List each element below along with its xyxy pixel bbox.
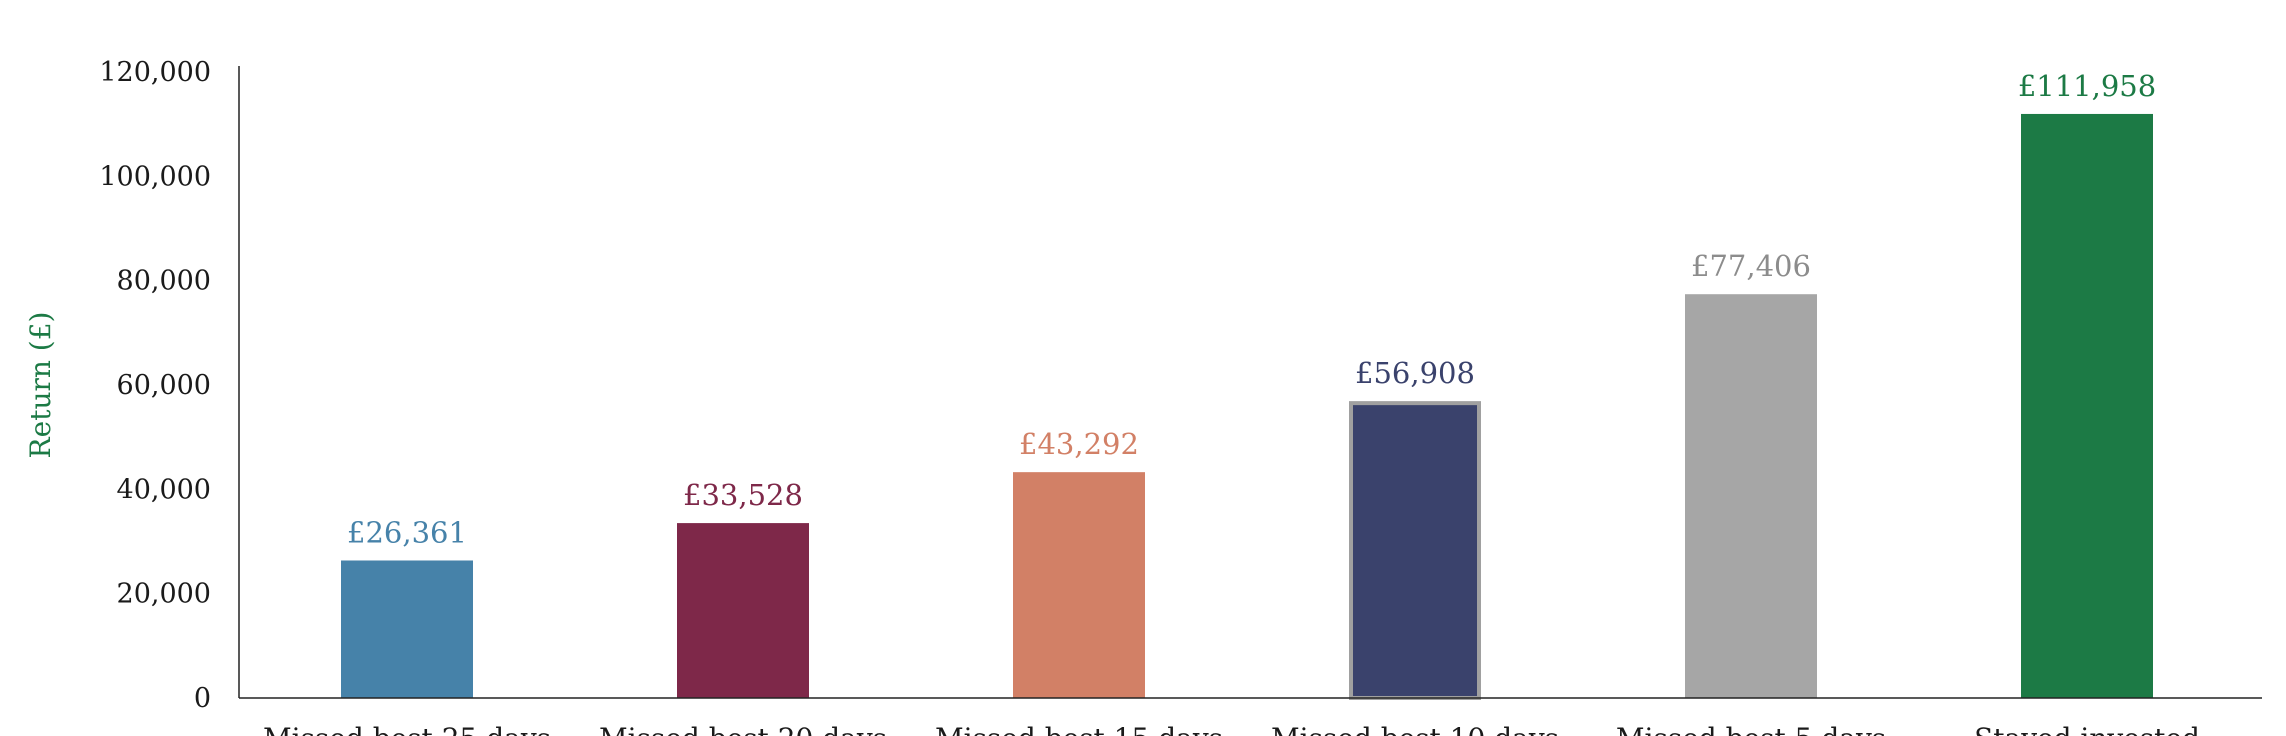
y-tick-label: 20,000 (117, 579, 211, 610)
value-label: £77,406 (1691, 249, 1811, 283)
y-tick-label: 120,000 (99, 57, 211, 88)
value-labels: £26,361 £33,528 £43,292 £56,908 £77,406 £111,… (347, 69, 2156, 550)
value-label: £43,292 (1019, 427, 1139, 461)
value-label: £56,908 (1355, 356, 1475, 390)
bar (1349, 401, 1481, 700)
x-tick-label: Missed best 20 days (599, 722, 887, 736)
bar (2021, 113, 2153, 698)
value-label: £111,958 (2018, 69, 2156, 103)
x-tick-label: Missed best 25 days (263, 722, 551, 736)
bar (677, 523, 809, 698)
value-label: £26,361 (347, 515, 467, 549)
y-tick-label: 60,000 (117, 370, 211, 401)
bars (341, 113, 2153, 700)
y-axis-label: Return (£) (24, 312, 57, 459)
bar (1685, 294, 1817, 698)
x-tick-label: Missed best 5 days (1616, 722, 1886, 736)
bar (1013, 472, 1145, 698)
y-tick-label: 40,000 (117, 474, 211, 505)
y-tick-label: 0 (194, 683, 211, 714)
value-label: £33,528 (683, 478, 803, 512)
y-tick-label: 100,000 (99, 161, 211, 192)
x-axis-labels: Missed best 25 days Missed best 20 days Mi… (263, 722, 2200, 736)
x-tick-label: Missed best 15 days (935, 722, 1223, 736)
y-axis-ticks: 0 20,000 40,000 60,000 80,000 100,000 120,000 (99, 57, 211, 714)
x-tick-label: Missed best 10 days (1271, 722, 1559, 736)
bar (341, 560, 473, 698)
y-tick-label: 80,000 (117, 266, 211, 297)
x-tick-label: Stayed invested (1974, 722, 2200, 736)
